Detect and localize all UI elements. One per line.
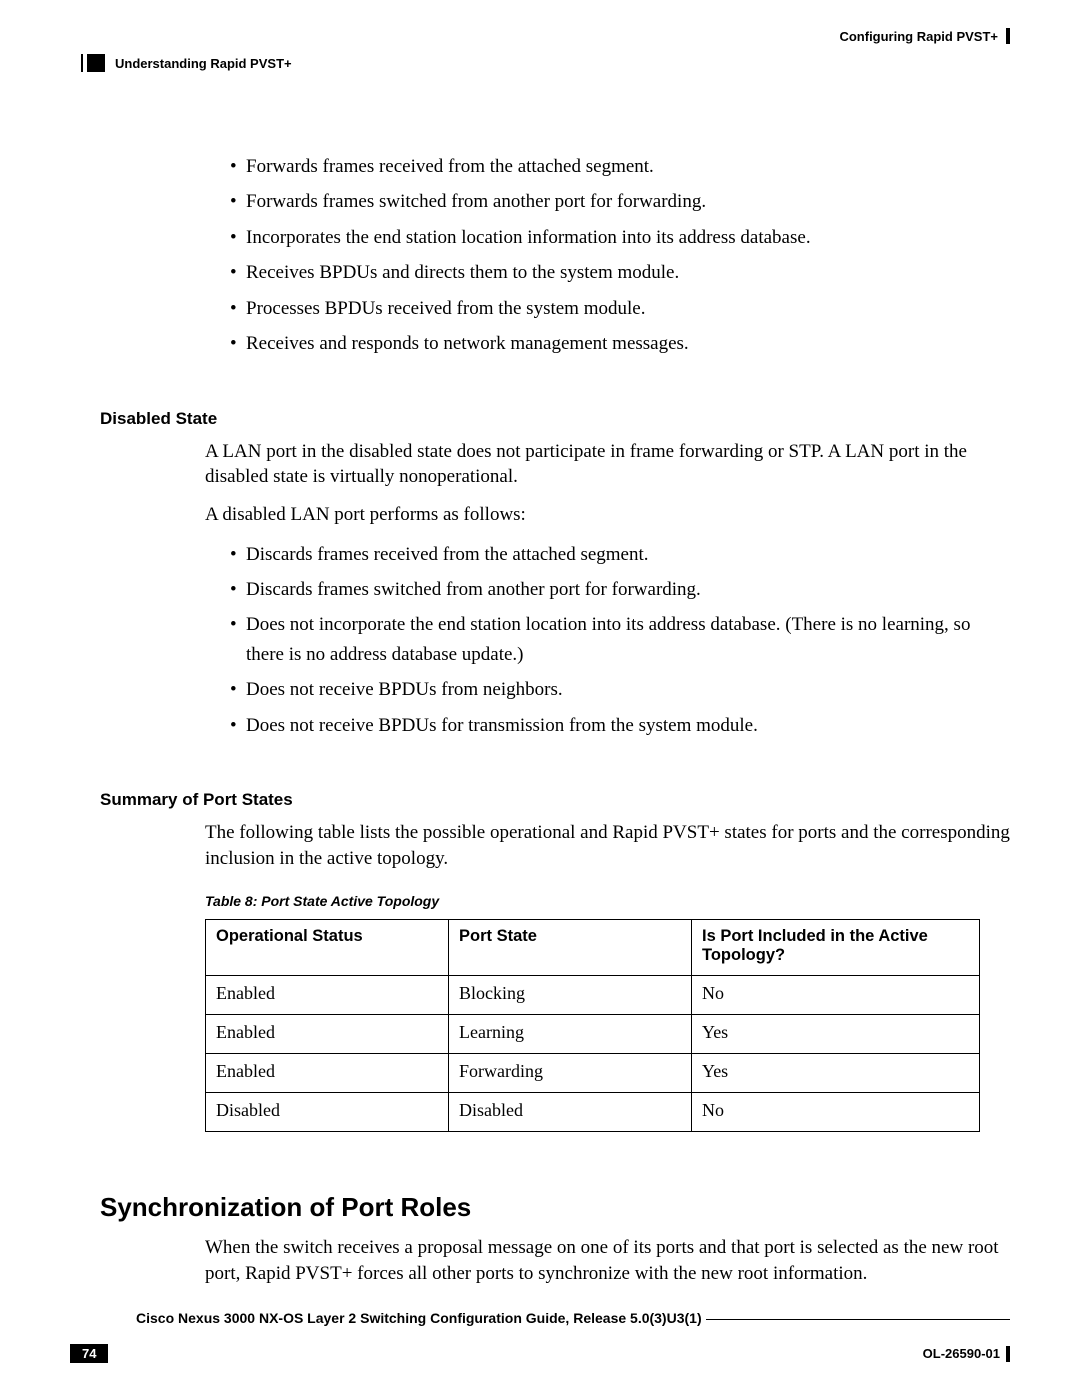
breadcrumb-marker (70, 54, 105, 72)
list-item: Does not incorporate the end station loc… (230, 610, 1010, 669)
table-header: Operational Status (206, 920, 449, 976)
table-cell: Yes (692, 1054, 980, 1093)
main-content: Forwards frames received from the attach… (100, 152, 1010, 1287)
table-cell: Blocking (449, 976, 692, 1015)
sync-heading: Synchronization of Port Roles (100, 1192, 1010, 1223)
table-cell: Disabled (206, 1093, 449, 1132)
list-item: Forwards frames received from the attach… (230, 152, 1010, 181)
body-paragraph: When the switch receives a proposal mess… (205, 1235, 1010, 1286)
list-item: Receives BPDUs and directs them to the s… (230, 258, 1010, 287)
table-row: Enabled Learning Yes (206, 1015, 980, 1054)
page-number: 74 (70, 1344, 108, 1363)
table-cell: Enabled (206, 1054, 449, 1093)
list-item: Does not receive BPDUs for transmission … (230, 711, 1010, 740)
list-item: Incorporates the end station location in… (230, 223, 1010, 252)
table-cell: No (692, 1093, 980, 1132)
table-cell: Forwarding (449, 1054, 692, 1093)
intro-bullet-list: Forwards frames received from the attach… (230, 152, 1010, 359)
page-footer: Cisco Nexus 3000 NX-OS Layer 2 Switching… (70, 1319, 1010, 1363)
list-item: Discards frames switched from another po… (230, 575, 1010, 604)
chapter-title-text: Configuring Rapid PVST+ (839, 29, 998, 44)
disabled-bullet-list: Discards frames received from the attach… (230, 540, 1010, 741)
footer-bar-icon (1006, 1346, 1010, 1362)
breadcrumb-text: Understanding Rapid PVST+ (115, 56, 292, 71)
list-item: Processes BPDUs received from the system… (230, 294, 1010, 323)
table-cell: Disabled (449, 1093, 692, 1132)
table-caption: Table 8: Port State Active Topology (205, 893, 1010, 909)
list-item: Forwards frames switched from another po… (230, 187, 1010, 216)
list-item: Receives and responds to network managem… (230, 329, 1010, 358)
summary-heading: Summary of Port States (100, 790, 1010, 810)
page: Configuring Rapid PVST+ Understanding Ra… (0, 0, 1080, 1397)
table-cell: Yes (692, 1015, 980, 1054)
table-cell: Learning (449, 1015, 692, 1054)
table-row: Enabled Forwarding Yes (206, 1054, 980, 1093)
table-row: Enabled Blocking No (206, 976, 980, 1015)
body-paragraph: The following table lists the possible o… (205, 820, 1010, 871)
footer-doc-id: OL-26590-01 (923, 1346, 1010, 1362)
header-bar: Configuring Rapid PVST+ (70, 28, 1010, 44)
body-paragraph: A LAN port in the disabled state does no… (205, 439, 1010, 490)
disabled-state-heading: Disabled State (100, 409, 1010, 429)
list-item: Discards frames received from the attach… (230, 540, 1010, 569)
table-header: Port State (449, 920, 692, 976)
doc-id-text: OL-26590-01 (923, 1346, 1000, 1361)
list-item: Does not receive BPDUs from neighbors. (230, 675, 1010, 704)
footer-book-title: Cisco Nexus 3000 NX-OS Layer 2 Switching… (130, 1310, 706, 1326)
body-paragraph: A disabled LAN port performs as follows: (205, 502, 1010, 528)
table-cell: Enabled (206, 976, 449, 1015)
table-header: Is Port Included in the Active Topology? (692, 920, 980, 976)
table-header-row: Operational Status Port State Is Port In… (206, 920, 980, 976)
table-cell: No (692, 976, 980, 1015)
breadcrumb: Understanding Rapid PVST+ (70, 54, 1010, 72)
square-icon (87, 54, 105, 72)
footer-row: 74 OL-26590-01 (70, 1344, 1010, 1363)
header-chapter: Configuring Rapid PVST+ (839, 28, 1010, 44)
table-cell: Enabled (206, 1015, 449, 1054)
table-row: Disabled Disabled No (206, 1093, 980, 1132)
port-state-table: Operational Status Port State Is Port In… (205, 919, 980, 1132)
header-bar-icon (1006, 28, 1010, 44)
